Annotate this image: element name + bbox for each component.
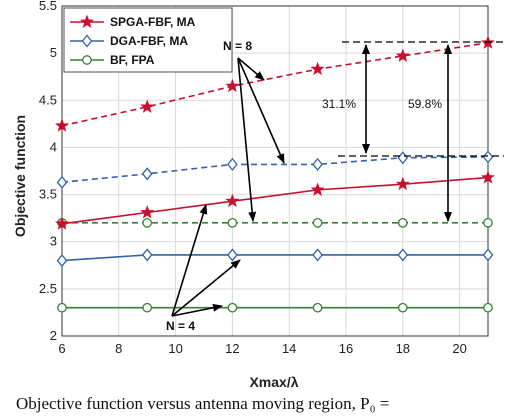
x-tick-label: 14	[282, 341, 296, 356]
n8-label: N = 8	[223, 39, 252, 53]
y-tick-label: 5	[50, 45, 57, 60]
y-tick-label: 5.5	[39, 0, 57, 13]
y-tick-label: 4	[50, 139, 57, 154]
y-axis-label: Objective function	[12, 115, 28, 237]
x-tick-label: 8	[115, 341, 122, 356]
data-point	[56, 254, 68, 268]
y-tick-label: 3	[50, 234, 57, 249]
data-point	[142, 218, 153, 228]
data-point	[397, 248, 409, 262]
x-tick-label: 20	[452, 341, 466, 356]
legend-marker	[82, 55, 92, 65]
x-tick-label: 12	[225, 341, 239, 356]
data-point	[140, 99, 155, 113]
x-tick-label: 18	[396, 341, 410, 356]
legend-item: DGA-FBF, MA	[70, 34, 188, 48]
data-point	[395, 176, 410, 191]
line-chart: 6 8 10 12 14 16 18 20 2 2.5 3 3.5 4 4.5 5 5.5 Xmax/λ Ob…	[12, 0, 504, 390]
n8-arrow-1	[237, 57, 265, 81]
data-point	[227, 157, 238, 171]
n8-arrow-2	[237, 57, 285, 164]
y-tick-label: 2.5	[39, 281, 57, 296]
data-point	[482, 150, 494, 164]
data-point	[225, 193, 240, 208]
data-point	[483, 218, 493, 228]
series-5	[57, 302, 493, 313]
series-0	[55, 35, 495, 132]
annotations: N = 8 N = 4 31.1% 59.8%	[166, 39, 504, 333]
data-point	[481, 170, 495, 184]
n8-arrow-3	[237, 57, 257, 222]
data-point	[312, 248, 323, 262]
n4-label: N = 4	[166, 319, 195, 333]
data-point	[397, 218, 408, 228]
legend-item: SPGA-FBF, MA	[70, 14, 196, 29]
data-point	[141, 167, 153, 181]
x-tick-label: 16	[339, 341, 353, 356]
tick-labels: 6 8 10 12 14 16 18 20 2 2.5 3 3.5 4 4.5 5 5.5	[39, 0, 467, 356]
data-point	[140, 205, 155, 219]
data-point	[312, 302, 323, 313]
data-point	[55, 216, 69, 230]
series-line	[61, 41, 489, 127]
legend-label: BF, FPA	[110, 53, 155, 67]
y-tick-label: 2	[50, 328, 57, 343]
data-point	[142, 302, 153, 313]
n4-arrow-3	[171, 303, 223, 317]
figure-caption: Objective function versus antenna moving…	[16, 394, 390, 413]
x-tick-label: 6	[58, 341, 65, 356]
legend-marker	[81, 34, 93, 48]
legend-marker	[80, 14, 94, 28]
data-point	[227, 302, 238, 313]
series-3	[55, 170, 495, 230]
data-point	[225, 78, 240, 93]
data-point	[227, 218, 238, 228]
y-tick-label: 3.5	[39, 187, 57, 202]
n4-arrow-1	[171, 204, 208, 317]
y-tick-label: 4.5	[39, 92, 57, 107]
gap-large-label: 59.8%	[408, 97, 442, 111]
legend: SPGA-FBF, MA DGA-FBF, MA BF, FPA	[63, 7, 233, 73]
data-point	[310, 61, 325, 76]
series-line	[61, 254, 488, 262]
legend-label: SPGA-FBF, MA	[110, 15, 196, 29]
series-layer	[55, 35, 495, 313]
series-line	[61, 176, 489, 225]
data-point	[312, 157, 323, 171]
data-point	[310, 182, 325, 196]
legend-item: BF, FPA	[70, 53, 155, 67]
series-line	[61, 156, 489, 184]
data-point	[482, 248, 494, 262]
legend-label: DGA-FBF, MA	[110, 34, 188, 48]
x-tick-label: 10	[168, 341, 182, 356]
gap-small-label: 31.1%	[322, 97, 356, 111]
data-point	[57, 302, 67, 313]
x-axis-label: Xmax/λ	[249, 374, 298, 390]
n4-arrow-2	[171, 259, 241, 317]
data-point	[483, 302, 493, 313]
data-point	[56, 175, 68, 189]
data-point	[312, 218, 323, 228]
data-point	[141, 248, 153, 262]
data-point	[397, 302, 408, 313]
data-point	[55, 118, 69, 132]
series-4	[56, 248, 494, 268]
data-point	[395, 48, 410, 62]
